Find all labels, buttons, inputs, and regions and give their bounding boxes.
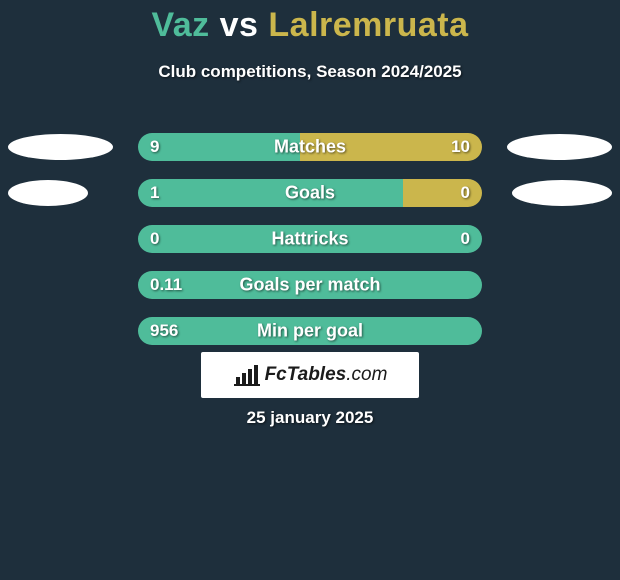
comparison-infographic: Vaz vs Lalremruata Club competitions, Se…	[0, 0, 620, 580]
stat-row: 0 Hattricks 0	[0, 216, 620, 262]
right-value: 0	[461, 229, 470, 249]
brand-text: FcTables	[265, 364, 347, 385]
left-oval-icon	[8, 180, 88, 206]
right-value: 10	[451, 137, 470, 157]
stat-row: 0.11 Goals per match	[0, 262, 620, 308]
left-value: 9	[150, 137, 159, 157]
brand-suffix: .com	[346, 364, 387, 385]
date-label: 25 january 2025	[0, 408, 620, 428]
page-title: Vaz vs Lalremruata	[0, 6, 620, 45]
bar-chart-icon	[233, 364, 261, 386]
bar-right-fill	[403, 179, 482, 207]
stat-row: 956 Min per goal	[0, 308, 620, 354]
player-b-name: Lalremruata	[268, 6, 468, 44]
player-a-name: Vaz	[151, 6, 209, 44]
left-value: 0.11	[150, 275, 182, 295]
metric-label: Hattricks	[271, 229, 348, 250]
brand-logo: FcTables.com	[201, 352, 419, 398]
metric-label: Goals per match	[239, 275, 380, 296]
metric-label: Matches	[274, 137, 346, 158]
left-value: 0	[150, 229, 159, 249]
brand-name: FcTables.com	[265, 364, 388, 386]
left-value: 956	[150, 321, 178, 341]
stat-rows: 9 Matches 10 1 Goals 0 0 Hattricks 0	[0, 124, 620, 354]
left-oval-icon	[8, 134, 113, 160]
left-value: 1	[150, 183, 159, 203]
metric-label: Goals	[285, 183, 335, 204]
stat-row: 9 Matches 10	[0, 124, 620, 170]
stat-row: 1 Goals 0	[0, 170, 620, 216]
subtitle: Club competitions, Season 2024/2025	[0, 62, 620, 82]
vs-separator: vs	[220, 6, 259, 44]
bar-left-fill	[138, 179, 403, 207]
right-oval-icon	[507, 134, 612, 160]
metric-label: Min per goal	[257, 321, 363, 342]
right-value: 0	[461, 183, 470, 203]
right-oval-icon	[512, 180, 612, 206]
